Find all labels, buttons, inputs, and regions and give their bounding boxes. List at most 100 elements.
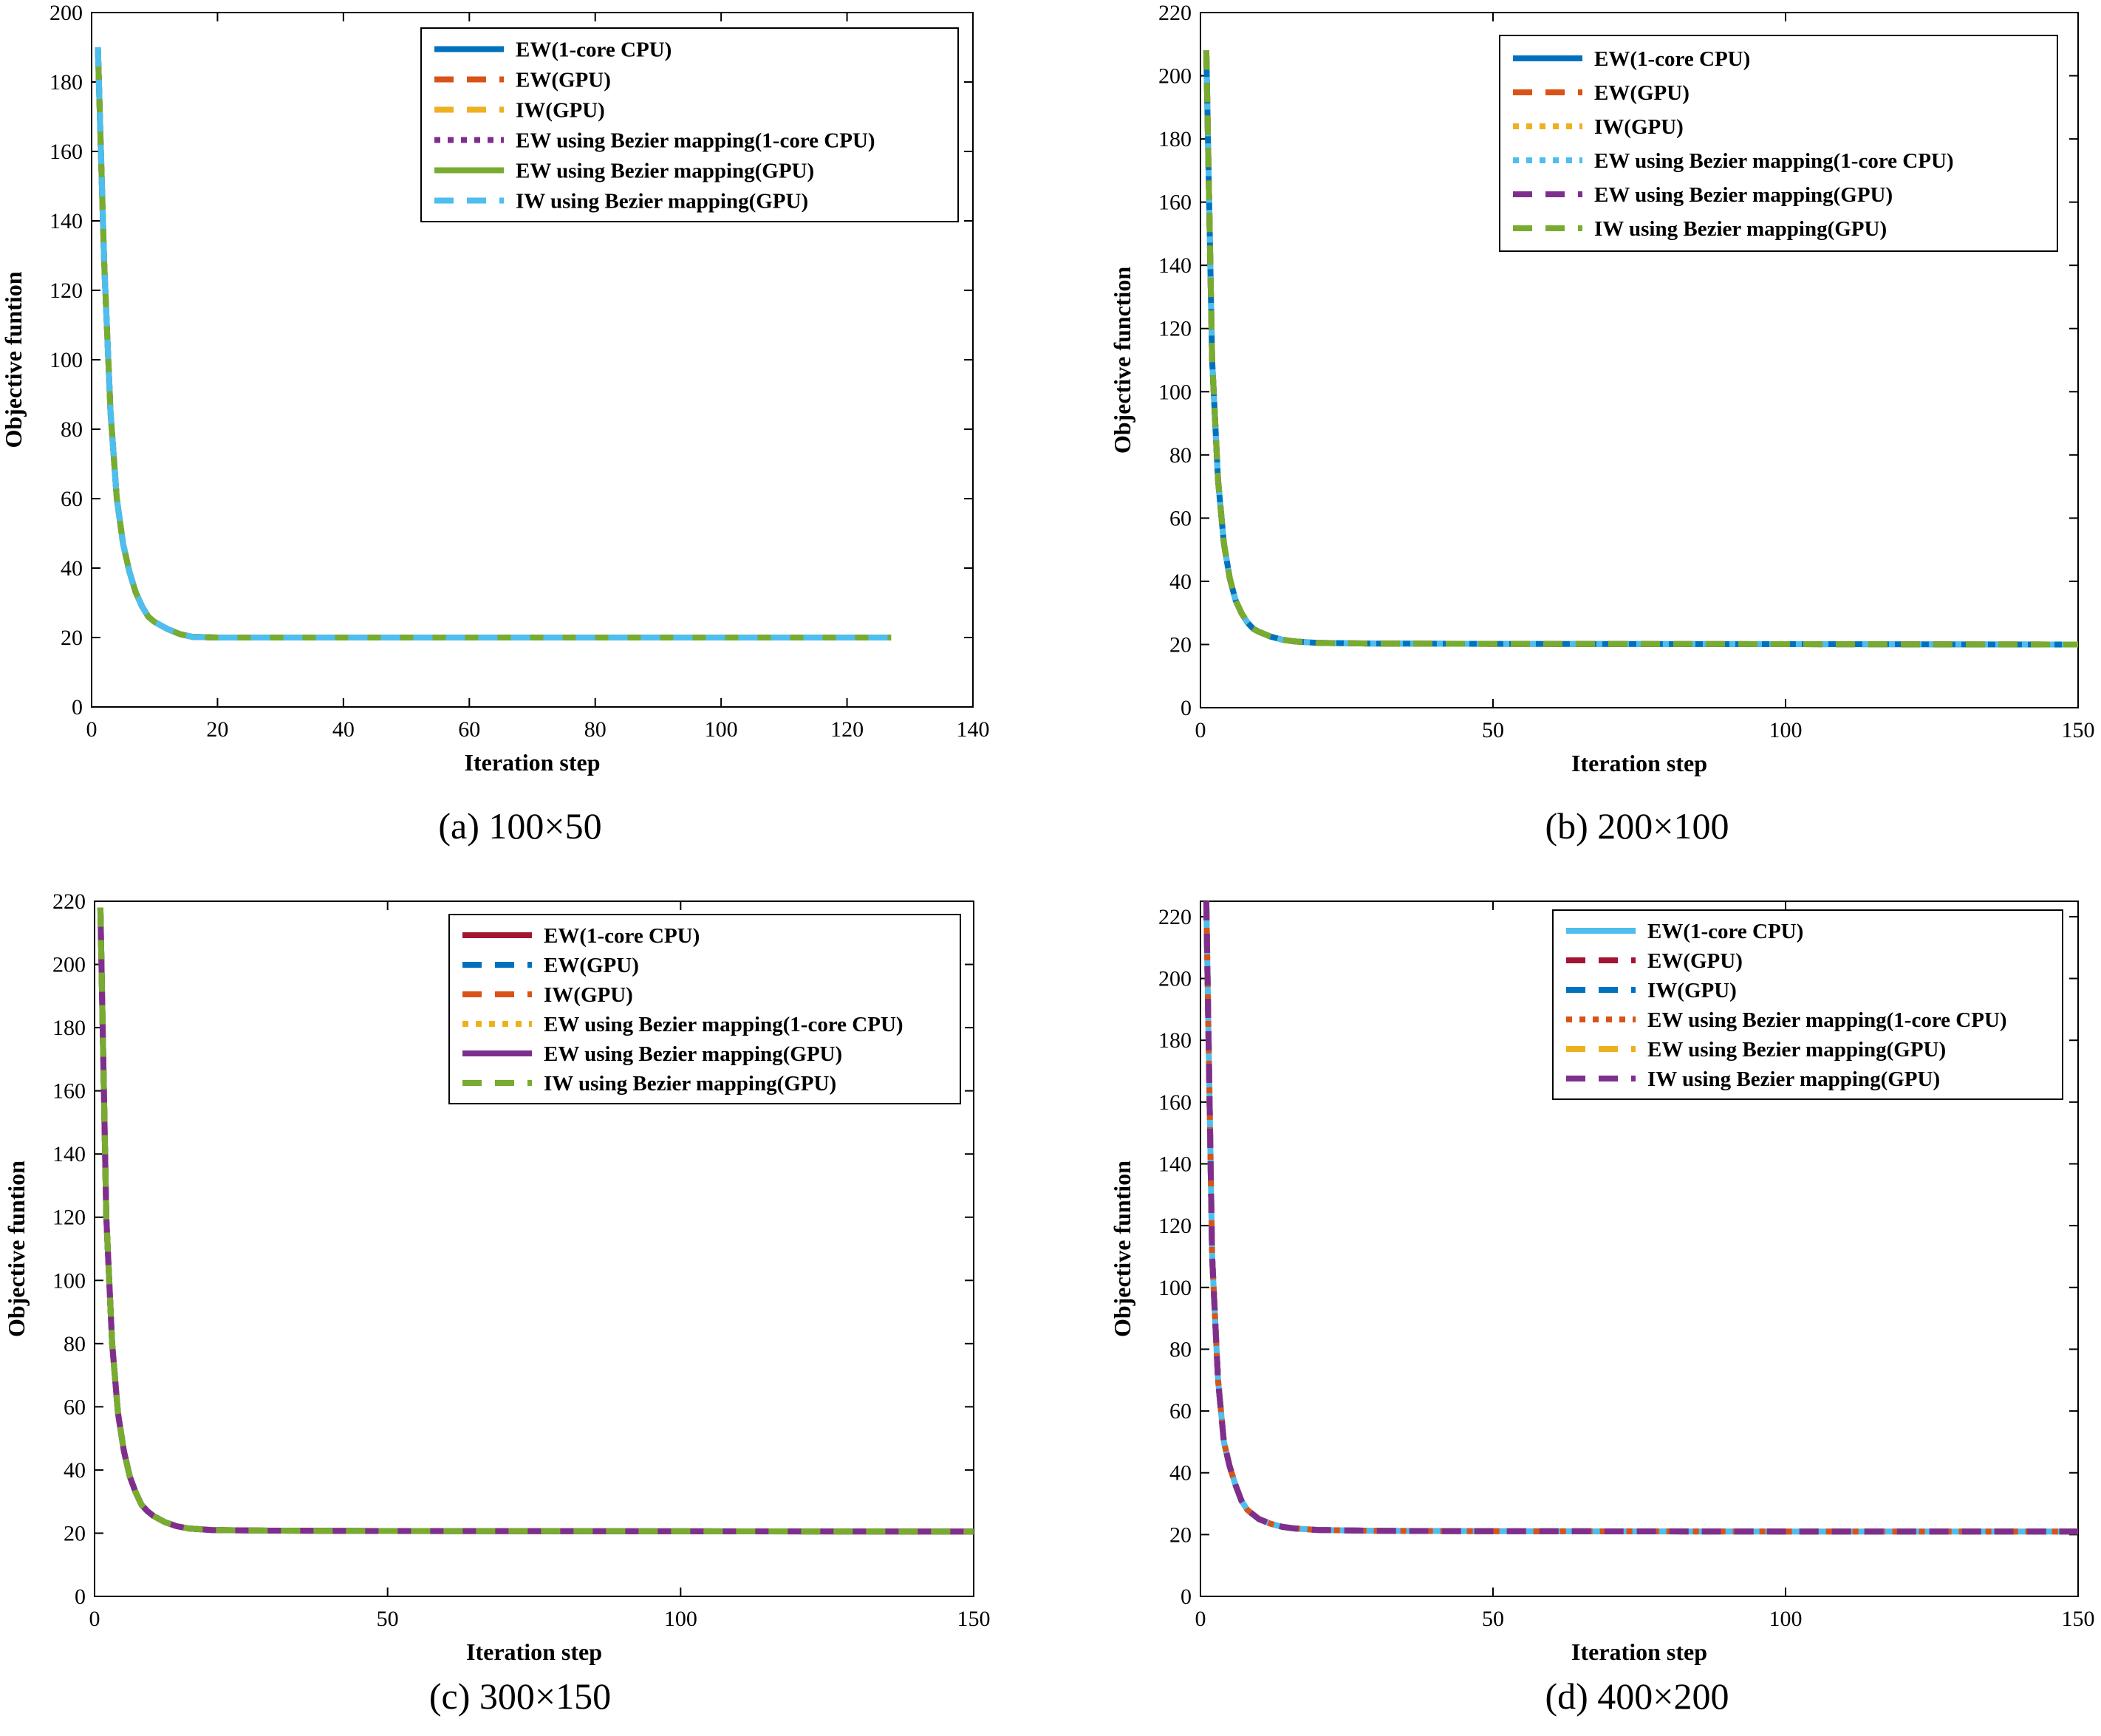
y-tick-label: 180 <box>1158 1028 1192 1053</box>
y-tick-label: 0 <box>1181 1585 1192 1609</box>
legend-entry: EW(GPU) <box>1594 81 1690 105</box>
x-axis-label: Iteration step <box>465 749 601 776</box>
y-tick-label: 80 <box>61 417 83 442</box>
y-tick-label: 60 <box>64 1395 86 1419</box>
x-tick-label: 0 <box>86 717 98 742</box>
y-tick-label: 220 <box>52 889 86 914</box>
legend-box <box>420 27 959 222</box>
y-tick-label: 120 <box>49 278 83 303</box>
x-tick-label: 150 <box>2062 1607 2095 1631</box>
x-tick-label: 40 <box>332 717 355 742</box>
legend-entry: IW using Bezier mapping(GPU) <box>516 190 808 213</box>
x-tick-label: 20 <box>206 717 228 742</box>
x-tick-label: 150 <box>957 1607 991 1631</box>
legend-entry: IW(GPU) <box>1594 115 1684 139</box>
legend-entry: EW using Bezier mapping(1-core CPU) <box>544 1013 903 1036</box>
y-tick-label: 60 <box>1169 1399 1192 1424</box>
y-tick-label: 160 <box>52 1079 86 1104</box>
x-tick-label: 0 <box>89 1607 100 1631</box>
x-tick-label: 140 <box>957 717 990 742</box>
y-axis-label: Objective funtion <box>3 1161 30 1337</box>
legend-entry: IW(GPU) <box>1647 979 1737 1002</box>
panel-caption: (b) 200×100 <box>1545 805 1729 847</box>
x-tick-label: 50 <box>1482 718 1504 742</box>
legend-entry: EW using Bezier mapping(1-core CPU) <box>1594 149 1954 173</box>
y-tick-label: 160 <box>1158 191 1192 215</box>
y-tick-label: 40 <box>64 1458 86 1483</box>
y-tick-label: 100 <box>49 348 83 372</box>
y-tick-label: 220 <box>1158 905 1192 929</box>
x-tick-label: 100 <box>1769 718 1803 742</box>
chart-panel-2: 0 50 100 150 0 20 40 60 80 100 120 140 160 180 200 220 I… <box>1109 1 2095 847</box>
y-tick-label: 100 <box>52 1268 86 1293</box>
y-tick-label: 200 <box>1158 967 1192 991</box>
y-axis-label: Objective function <box>1109 267 1135 454</box>
legend-entry: EW using Bezier mapping(GPU) <box>1647 1038 1946 1062</box>
y-tick-label: 120 <box>52 1206 86 1230</box>
legend-entry: EW using Bezier mapping(1-core CPU) <box>1647 1008 2007 1032</box>
y-tick-label: 60 <box>61 487 83 511</box>
y-tick-label: 160 <box>1158 1090 1192 1115</box>
legend-entry: IW(GPU) <box>516 99 605 123</box>
y-axis-label: Objective funtion <box>0 271 27 448</box>
x-tick-label: 60 <box>458 717 480 742</box>
panel-caption: (d) 400×200 <box>1545 1675 1729 1717</box>
x-tick-label: 50 <box>1482 1607 1504 1631</box>
legend-box <box>448 914 961 1104</box>
chart-panel-1: 0 20 40 60 80 100 120 140 0 20 40 60 80 100 120 140 160 1… <box>0 1 990 847</box>
x-tick-label: 120 <box>830 717 864 742</box>
y-tick-label: 140 <box>1158 1152 1192 1176</box>
y-tick-label: 120 <box>1158 317 1192 341</box>
x-tick-label: 80 <box>584 717 607 742</box>
y-tick-label: 180 <box>49 70 83 95</box>
y-tick-label: 80 <box>64 1332 86 1356</box>
legend-entry: EW using Bezier mapping(1-core CPU) <box>516 129 875 153</box>
legend-entry: EW using Bezier mapping(GPU) <box>516 160 814 183</box>
series-line-6 <box>95 47 892 640</box>
legend-entry: IW using Bezier mapping(GPU) <box>1647 1067 1940 1091</box>
legend-entry: EW(GPU) <box>544 954 639 977</box>
y-tick-label: 100 <box>1158 1276 1192 1300</box>
y-tick-label: 20 <box>1169 1523 1192 1547</box>
y-tick-label: 180 <box>1158 127 1192 151</box>
y-tick-label: 160 <box>49 140 83 164</box>
legend-entry: EW(1-core CPU) <box>1594 47 1750 71</box>
y-tick-label: 220 <box>1158 1 1192 25</box>
series-line-6 <box>97 907 974 1535</box>
y-tick-label: 0 <box>1181 696 1192 720</box>
y-tick-label: 200 <box>52 953 86 977</box>
y-tick-label: 40 <box>1169 1461 1192 1486</box>
y-tick-label: 20 <box>1169 632 1192 657</box>
y-tick-label: 120 <box>1158 1214 1192 1238</box>
y-tick-label: 0 <box>75 1585 86 1609</box>
x-tick-label: 100 <box>705 717 738 742</box>
x-tick-label: 150 <box>2062 718 2095 742</box>
y-tick-label: 140 <box>49 209 83 233</box>
x-tick-label: 100 <box>1769 1607 1803 1631</box>
chart-panel-4: 0 50 100 150 0 20 40 60 80 100 120 140 160 180 200 220 I… <box>1109 901 2095 1717</box>
y-tick-label: 180 <box>52 1016 86 1040</box>
x-axis-label: Iteration step <box>466 1638 602 1665</box>
x-axis-label: Iteration step <box>1571 750 1707 776</box>
series-line-6 <box>1203 901 2078 1535</box>
series-line-6 <box>1203 50 2079 648</box>
y-tick-label: 0 <box>72 695 83 720</box>
legend-entry: EW(1-core CPU) <box>516 38 672 62</box>
legend-entry: IW using Bezier mapping(GPU) <box>544 1072 836 1096</box>
y-tick-label: 40 <box>1169 570 1192 594</box>
y-tick-label: 200 <box>1158 64 1192 89</box>
legend-entry: EW(GPU) <box>516 69 611 92</box>
legend-entry: EW(GPU) <box>1647 949 1743 973</box>
legend-box <box>1552 909 2063 1100</box>
legend-entry: EW using Bezier mapping(GPU) <box>1594 183 1893 207</box>
x-tick-label: 100 <box>664 1607 697 1631</box>
panel-caption: (a) 100×50 <box>438 805 601 847</box>
legend-entry: EW using Bezier mapping(GPU) <box>544 1042 842 1066</box>
y-tick-label: 80 <box>1169 1337 1192 1361</box>
y-tick-label: 140 <box>52 1142 86 1166</box>
legend-entry: IW using Bezier mapping(GPU) <box>1594 217 1887 241</box>
y-tick-label: 200 <box>49 1 83 25</box>
legend-box <box>1499 35 2058 252</box>
y-tick-label: 80 <box>1169 443 1192 468</box>
